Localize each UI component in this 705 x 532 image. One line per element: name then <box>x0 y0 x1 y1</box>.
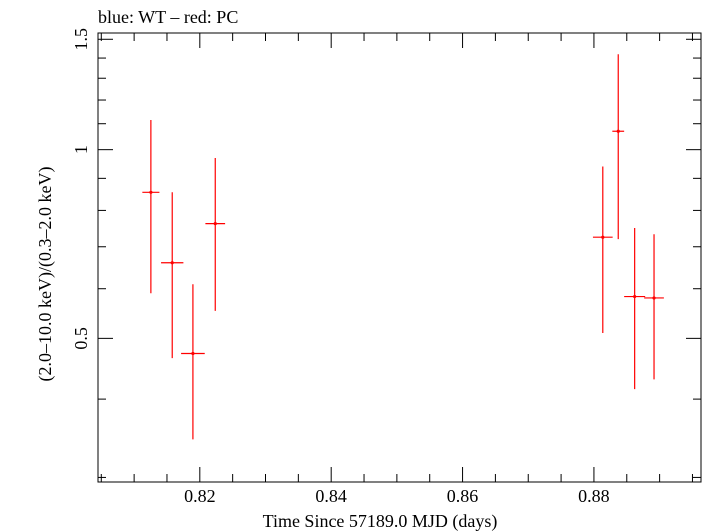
data-point <box>652 296 656 300</box>
x-tick-label: 0.86 <box>447 486 479 506</box>
y-tick-label: 1.5 <box>71 28 91 51</box>
x-tick-label: 0.82 <box>184 486 216 506</box>
x-tick-label: 0.84 <box>315 486 347 506</box>
data-point <box>191 351 195 356</box>
data-point <box>633 294 637 299</box>
y-axis-label: (2.0–10.0 keV)/(0.3–2.0 keV) <box>35 167 56 382</box>
series-pc <box>142 54 664 440</box>
x-axis-tick-labels: 0.82 0.84 0.86 0.88 <box>184 486 610 506</box>
y-tick-label: 0.5 <box>71 327 91 350</box>
data-point <box>149 190 153 194</box>
x-axis-label: Time Since 57189.0 MJD (days) <box>263 511 498 532</box>
chart-title: blue: WT – red: PC <box>98 7 238 27</box>
data-point <box>170 261 174 265</box>
x-tick-label: 0.88 <box>578 486 610 506</box>
plot-frame <box>97 32 702 483</box>
y-axis-ticks <box>98 38 701 478</box>
data-point <box>601 235 605 239</box>
data-point <box>213 222 217 226</box>
data-point <box>616 129 620 133</box>
data-series <box>142 54 664 440</box>
y-tick-label: 1 <box>71 145 91 154</box>
y-axis-tick-labels: 0.5 1 1.5 <box>71 28 91 350</box>
